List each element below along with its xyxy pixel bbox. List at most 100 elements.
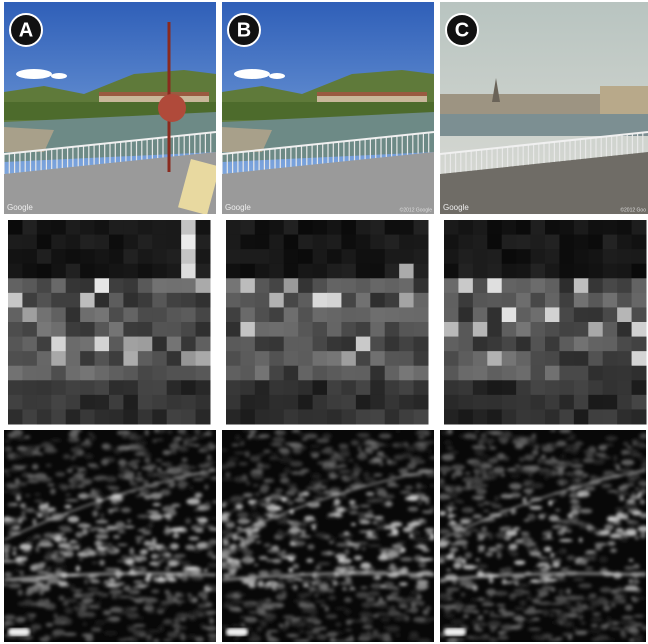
texture-blob — [128, 627, 137, 632]
texture-blob — [631, 492, 635, 496]
map-cell — [444, 278, 459, 293]
map-cell — [22, 264, 37, 279]
texture-blob — [494, 496, 498, 502]
map-cell — [138, 409, 153, 424]
texture-blob — [223, 573, 231, 577]
map-cell — [167, 337, 182, 352]
texture-blob — [207, 634, 218, 637]
texture-blob — [291, 618, 300, 622]
map-cell — [8, 380, 23, 395]
texture-blob — [466, 482, 472, 487]
texture-blob — [536, 579, 545, 582]
texture-blob — [632, 634, 643, 639]
map-cell — [240, 395, 255, 410]
map-cell — [226, 278, 241, 293]
map-cell — [269, 220, 284, 235]
texture-blob — [623, 628, 628, 633]
map-cell — [196, 395, 211, 410]
texture-blob — [17, 482, 27, 486]
texture-blob — [626, 451, 630, 454]
texture-blob — [248, 611, 262, 614]
map-cell — [603, 337, 618, 352]
texture-blob — [54, 535, 63, 542]
texture-blob — [497, 552, 502, 559]
texture-blob — [293, 449, 302, 454]
map-cell — [327, 337, 342, 352]
texture-blob — [173, 554, 186, 557]
texture-blob — [247, 435, 251, 440]
texture-blob — [56, 550, 61, 557]
texture-blob — [398, 605, 408, 608]
map-cell — [327, 278, 342, 293]
map-cell — [284, 337, 299, 352]
texture-blob — [471, 619, 484, 626]
texture-blob — [515, 608, 522, 611]
map-cell — [95, 351, 110, 366]
texture-blob — [555, 466, 567, 469]
texture-blob — [358, 512, 365, 518]
texture-blob — [524, 534, 530, 539]
texture-blob — [84, 454, 93, 460]
texture-blob — [611, 604, 616, 607]
texture-blob — [279, 474, 287, 477]
map-cell — [603, 235, 618, 250]
map-cell — [559, 220, 574, 235]
texture-blob — [109, 577, 116, 582]
map-cell — [284, 351, 299, 366]
texture-blob — [23, 599, 33, 606]
texture-blob — [4, 572, 12, 577]
texture-blob — [374, 528, 378, 534]
map-cell — [152, 235, 167, 250]
map-cell — [66, 220, 81, 235]
texture-blob — [63, 632, 76, 636]
texture-blob — [8, 583, 21, 588]
texture-blob — [2, 549, 9, 553]
texture-blob — [362, 602, 373, 608]
texture-blob — [509, 493, 521, 498]
texture-blob — [419, 519, 424, 523]
texture-blob — [259, 487, 268, 493]
map-cell — [167, 380, 182, 395]
map-cell — [327, 220, 342, 235]
map-cell — [473, 249, 488, 264]
texture-blob — [614, 594, 622, 600]
texture-blob — [253, 484, 259, 486]
texture-blob — [316, 634, 327, 640]
texture-blob — [416, 595, 421, 600]
texture-blob — [91, 627, 98, 631]
texture-blob — [137, 440, 148, 446]
texture-blob — [613, 455, 617, 461]
map-cell — [531, 235, 546, 250]
map-cell — [487, 351, 502, 366]
texture-blob — [478, 545, 485, 550]
texture-blob — [102, 582, 108, 586]
map-cell — [226, 351, 241, 366]
map-cell — [196, 249, 211, 264]
map-cell — [356, 235, 371, 250]
texture-blob — [482, 464, 491, 466]
cloud — [16, 69, 52, 79]
texture-blob — [550, 553, 555, 557]
texture-blob — [349, 500, 354, 505]
texture-blob — [400, 491, 411, 494]
texture-blob — [275, 488, 283, 493]
texture-blob — [463, 545, 467, 549]
texture-blob — [397, 598, 406, 601]
texture-blob — [15, 617, 25, 623]
texture-blob — [263, 613, 276, 620]
texture-blob — [62, 538, 66, 542]
map-cell — [196, 366, 211, 381]
map-cell — [123, 249, 138, 264]
texture-blob — [257, 462, 264, 469]
map-cell — [66, 264, 81, 279]
texture-blob — [489, 446, 496, 449]
map-cell — [370, 395, 385, 410]
texture-blob — [490, 613, 497, 618]
texture-blob — [12, 560, 22, 562]
texture-blob — [498, 435, 509, 442]
map-cell — [80, 322, 95, 337]
map-cell — [487, 235, 502, 250]
texture-blob — [254, 564, 258, 566]
texture-blob — [556, 618, 567, 623]
map-cell — [37, 409, 52, 424]
